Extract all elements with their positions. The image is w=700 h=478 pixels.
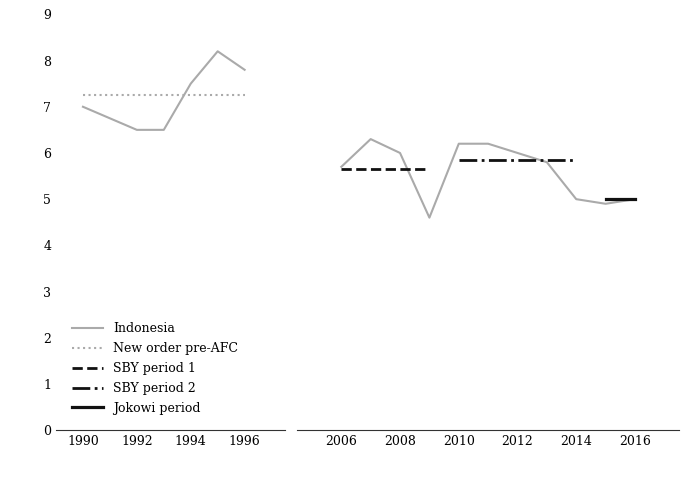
Legend: Indonesia, New order pre-AFC, SBY period 1, SBY period 2, Jokowi period: Indonesia, New order pre-AFC, SBY period… — [66, 317, 243, 420]
